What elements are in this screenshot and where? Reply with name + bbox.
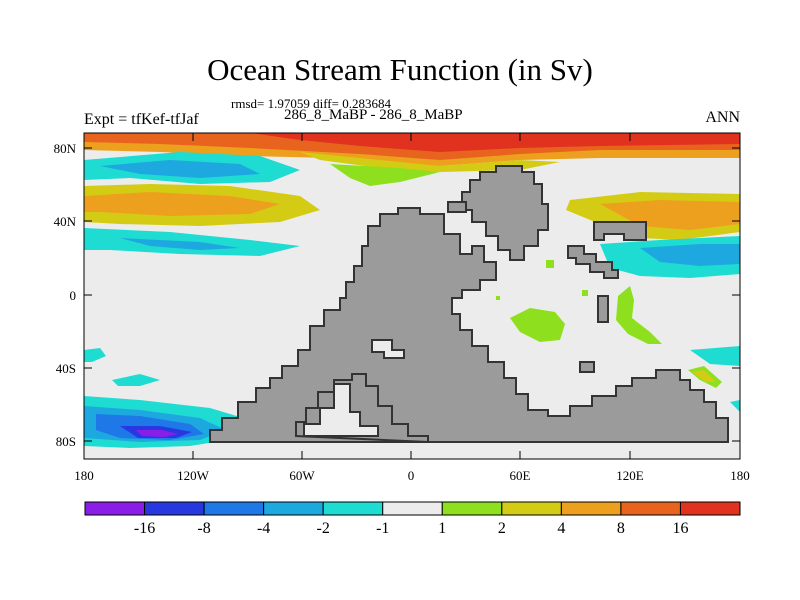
colorbar-box-6 xyxy=(441,501,503,516)
inland-seas xyxy=(303,339,405,437)
contour-green-small-2 xyxy=(582,290,588,296)
x-tick-label-120e: 120E xyxy=(616,468,644,483)
plot-frame xyxy=(83,132,741,460)
land-east-island-2 xyxy=(567,245,619,279)
colorbar-box-7 xyxy=(501,501,562,516)
x-tick-label-60e: 60E xyxy=(510,468,531,483)
colorbar-box-0 xyxy=(84,501,146,516)
inland-sea-1 xyxy=(371,339,405,359)
contour-se-cyan-2 xyxy=(730,400,740,412)
contour-sw-cyan-mid xyxy=(112,374,160,386)
y-tick-label-40n: 40N xyxy=(54,214,77,229)
colorbar-box-5 xyxy=(382,501,443,516)
contour-green-north xyxy=(330,164,440,186)
contour-npac-orange xyxy=(84,192,280,216)
colorbar-label-9: 16 xyxy=(672,520,688,537)
colorbar-box-1 xyxy=(144,501,205,516)
season-label: ANN xyxy=(705,109,740,126)
y-tick-label-0: 0 xyxy=(70,288,77,303)
y-tick-label-80s: 80S xyxy=(56,434,76,449)
x-tick-label-120w: 120W xyxy=(177,468,210,483)
contour-se-yellow xyxy=(692,370,716,382)
contour-north-red-band xyxy=(250,133,740,152)
colorbar-label-7: 4 xyxy=(557,520,565,537)
map-subtitle: 286_8_MaBP - 286_8_MaBP xyxy=(284,107,463,123)
colorbar-label-1: -8 xyxy=(197,520,210,537)
contour-sw-cyan-small xyxy=(84,348,106,362)
colorbar-label-0: -16 xyxy=(134,520,155,537)
map-title: Ocean Stream Function (in Sv) xyxy=(207,52,593,87)
contour-ne-blue xyxy=(640,244,740,266)
land-east-islet xyxy=(597,295,609,323)
contour-green-small xyxy=(546,260,554,268)
contour-green-east xyxy=(616,286,662,344)
land-south-islet xyxy=(579,361,595,373)
land-east-island-1 xyxy=(593,221,647,241)
colorbar-label-3: -2 xyxy=(317,520,330,537)
x-tick-label-180e: 180 xyxy=(730,468,750,483)
experiment-label: Expt = tfKef-tfJaf xyxy=(84,111,199,128)
colorbar-label-8: 8 xyxy=(617,520,625,537)
contour-se-cyan xyxy=(690,346,740,366)
colorbar-box-8 xyxy=(560,501,622,516)
colorbar xyxy=(84,501,741,516)
colorbar-label-2: -4 xyxy=(257,520,270,537)
y-tick-label-40s: 40S xyxy=(56,361,76,376)
colorbar-label-6: 2 xyxy=(498,520,506,537)
inland-sea-2 xyxy=(303,383,379,437)
colorbar-labels: -16 -8 -4 -2 -1 1 2 4 8 16 xyxy=(134,520,689,537)
land-north-islet xyxy=(447,201,467,213)
colorbar-label-4: -1 xyxy=(376,520,389,537)
colorbar-box-2 xyxy=(203,501,265,516)
axis-ticks xyxy=(83,133,741,459)
colorbar-box-9 xyxy=(620,501,681,516)
map-plot-area xyxy=(84,133,740,459)
colorbar-box-4 xyxy=(322,501,384,516)
contour-npac-blue-lower xyxy=(120,238,240,250)
stats-label: rmsd= 1.97059 diff= 0.283684 xyxy=(231,96,391,111)
contour-green-small-3 xyxy=(496,296,500,300)
y-tick-label-80n: 80N xyxy=(54,141,77,156)
colorbar-box-10 xyxy=(679,501,741,516)
x-tick-label-60w: 60W xyxy=(289,468,315,483)
colorbar-box-3 xyxy=(263,501,324,516)
x-tick-label-180w: 180 xyxy=(74,468,94,483)
contour-so-purple xyxy=(136,430,178,437)
colorbar-label-5: 1 xyxy=(438,520,446,537)
contour-npac-blue-upper xyxy=(100,160,260,178)
land-north-block xyxy=(461,165,549,261)
contour-green-equatorial xyxy=(510,308,565,342)
x-tick-label-0: 0 xyxy=(408,468,415,483)
